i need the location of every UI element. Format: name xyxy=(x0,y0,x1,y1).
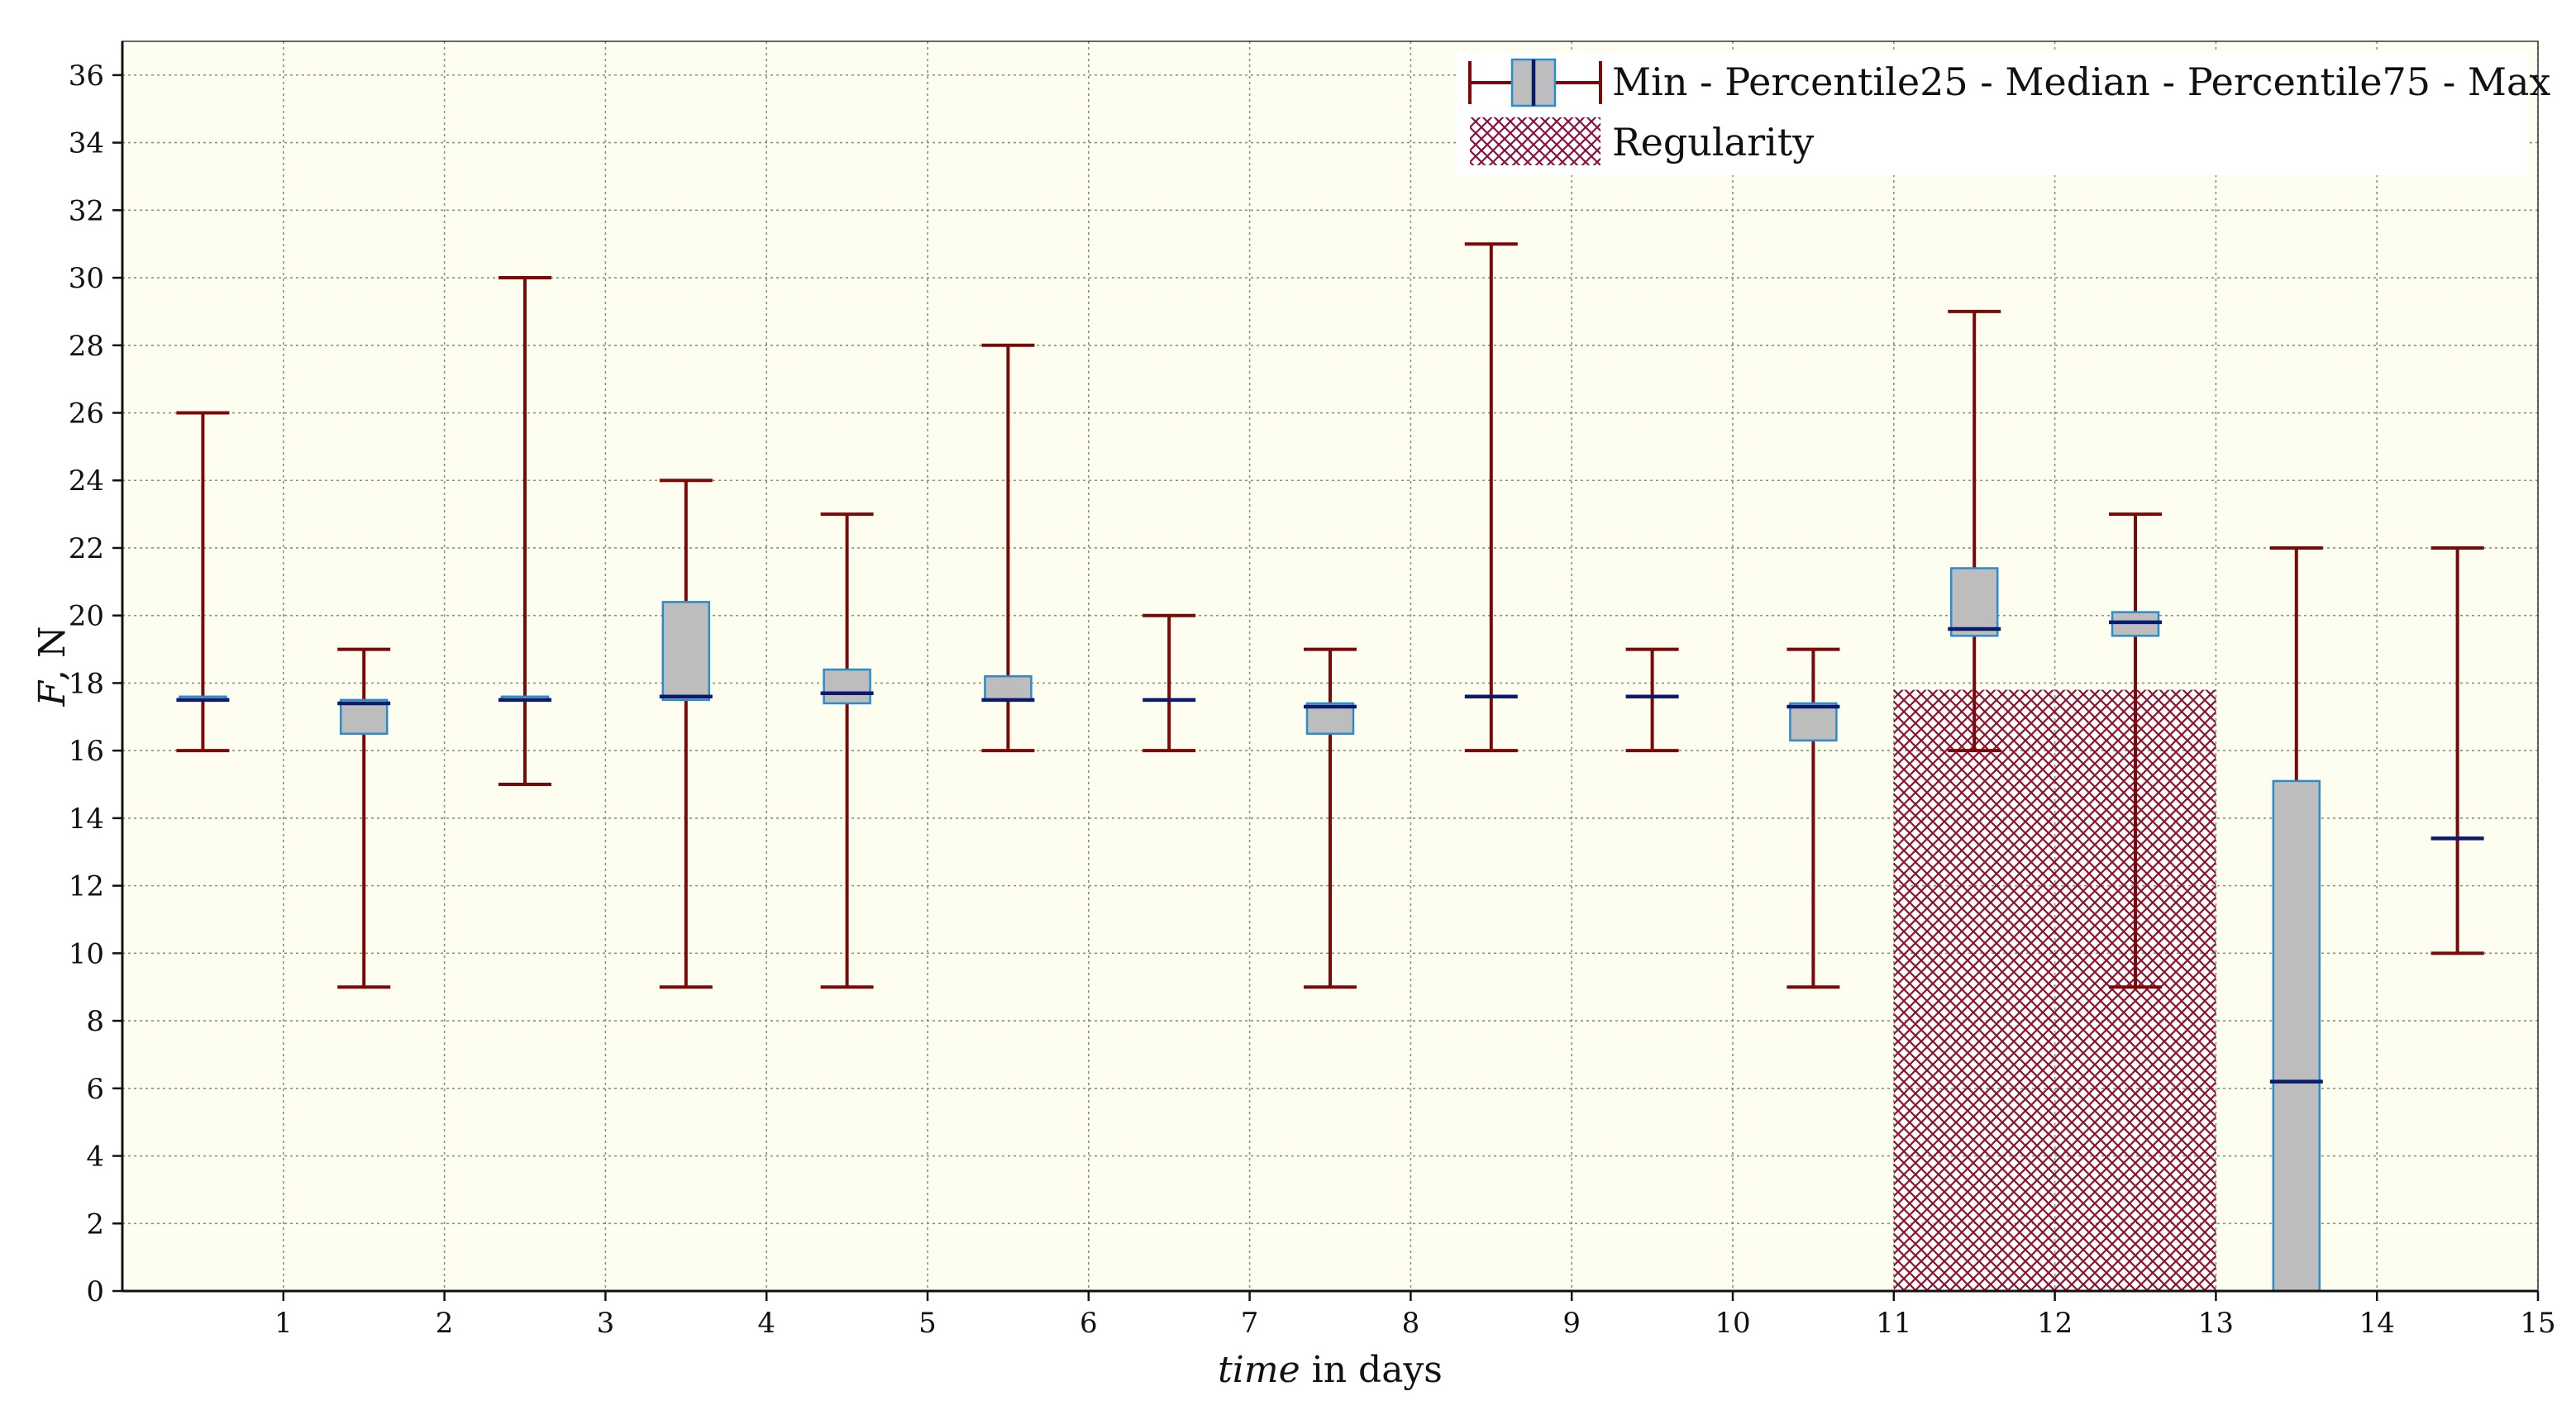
x-tick-label: 9 xyxy=(1562,1307,1581,1340)
y-tick-label: 0 xyxy=(86,1275,104,1308)
box-day-8.5 xyxy=(1464,242,1518,753)
y-tick-label: 30 xyxy=(69,262,104,295)
y-tick-label: 32 xyxy=(69,194,104,227)
box-day-10.5 xyxy=(1787,647,1840,989)
box-day-14.5 xyxy=(2431,546,2484,955)
x-tick-label: 10 xyxy=(1715,1307,1750,1340)
y-tick-label: 6 xyxy=(86,1073,104,1106)
legend-background xyxy=(1457,53,2528,175)
y-tick-label: 14 xyxy=(69,803,104,836)
x-tick-label: 3 xyxy=(597,1307,615,1340)
y-tick-label: 36 xyxy=(69,60,104,93)
legend-box-label: Min - Percentile25 - Median - Percentile… xyxy=(1612,60,2550,104)
y-tick-label: 22 xyxy=(69,532,104,565)
box-day-4.5 xyxy=(820,512,874,989)
box-day-11.5 xyxy=(1948,309,2001,753)
x-tick-label: 12 xyxy=(2037,1307,2073,1340)
box-series xyxy=(176,242,2484,1293)
x-tick-label: 7 xyxy=(1241,1307,1259,1340)
box-day-1.5 xyxy=(337,647,391,989)
box-day-0.5 xyxy=(176,411,230,753)
y-tick-label: 4 xyxy=(86,1141,104,1174)
x-tick-label: 4 xyxy=(757,1307,775,1340)
y-tick-label: 12 xyxy=(69,870,104,903)
box-day-9.5 xyxy=(1625,647,1679,753)
x-tick-label: 11 xyxy=(1876,1307,1911,1340)
y-tick-label: 26 xyxy=(69,398,104,431)
x-axis-title: time in days xyxy=(1218,1349,1443,1391)
legend-region-label: Regularity xyxy=(1612,120,1814,164)
regularity-region xyxy=(1893,689,2216,1291)
axes xyxy=(112,40,2540,1301)
iqr-box xyxy=(661,601,711,702)
iqr-box xyxy=(984,675,1033,702)
box-day-3.5 xyxy=(659,479,713,989)
y-axis-title: F, N xyxy=(31,626,74,707)
y-tick-label: 28 xyxy=(69,330,104,363)
box-day-2.5 xyxy=(499,276,551,787)
y-tick-label: 2 xyxy=(86,1208,104,1241)
iqr-box xyxy=(823,668,871,705)
legend-box-icon xyxy=(1468,58,1602,107)
y-tick-label: 8 xyxy=(86,1005,104,1038)
box-day-6.5 xyxy=(1143,613,1196,753)
box-day-12.5 xyxy=(2109,512,2162,989)
legend: Min - Percentile25 - Median - Percentile… xyxy=(1457,53,2550,175)
y-tick-label: 16 xyxy=(69,735,104,768)
x-tick-label: 8 xyxy=(1402,1307,1420,1340)
y-tick-label: 18 xyxy=(69,667,104,700)
x-tick-label: 13 xyxy=(2198,1307,2234,1340)
iqr-box xyxy=(339,698,389,735)
x-tick-label: 14 xyxy=(2359,1307,2395,1340)
box-day-5.5 xyxy=(981,343,1035,753)
x-tick-label: 6 xyxy=(1080,1307,1098,1340)
iqr-box xyxy=(1949,567,1999,637)
box-day-13.5 xyxy=(2269,546,2323,1293)
x-tick-label: 1 xyxy=(274,1307,293,1340)
x-tick-label: 2 xyxy=(436,1307,454,1340)
y-tick-label: 34 xyxy=(69,127,104,160)
box-day-7.5 xyxy=(1304,647,1357,989)
x-tick-label: 5 xyxy=(918,1307,937,1340)
x-tick-label: 15 xyxy=(2520,1307,2555,1340)
iqr-box xyxy=(2272,779,2321,1293)
legend-hatch-swatch xyxy=(1470,117,1600,165)
iqr-box xyxy=(1789,702,1838,742)
y-tick-label: 24 xyxy=(69,465,104,498)
y-tick-label: 10 xyxy=(69,937,104,970)
regularity-region-layer xyxy=(1893,689,2216,1291)
y-tick-label: 20 xyxy=(69,600,104,633)
tick-labels: 1 2 3 4 5 6 7 8 9 10 11 12 13 14 150246810121416182022… xyxy=(69,60,2556,1340)
